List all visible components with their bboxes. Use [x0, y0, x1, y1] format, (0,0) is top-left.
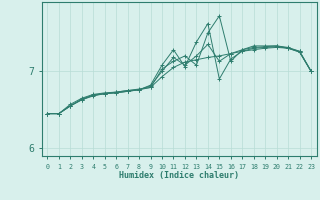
- X-axis label: Humidex (Indice chaleur): Humidex (Indice chaleur): [119, 171, 239, 180]
